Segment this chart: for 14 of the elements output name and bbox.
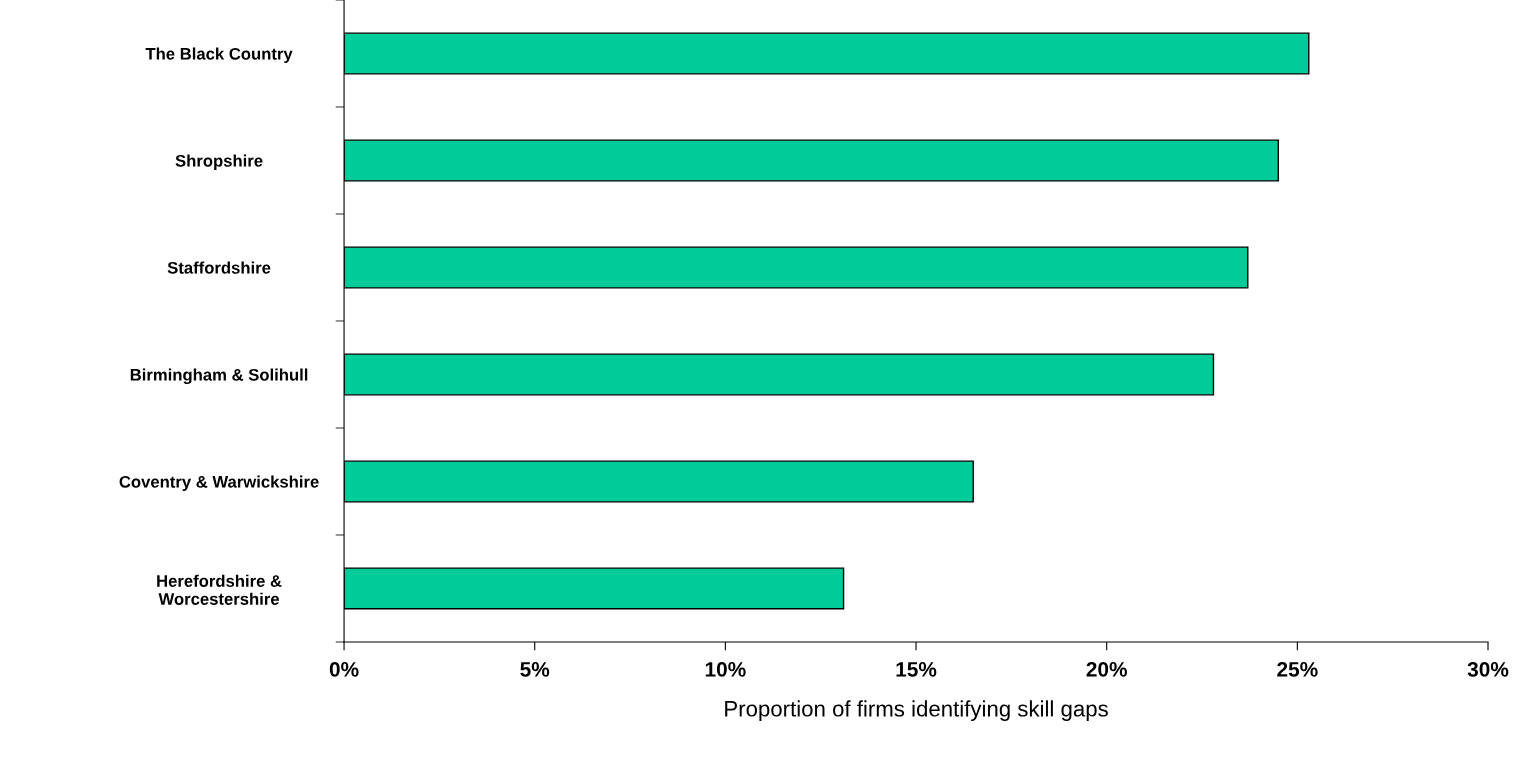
y-tick-label: Herefordshire & Worcestershire (157, 574, 282, 605)
x-tick-label: 30% (1467, 661, 1509, 677)
y-tick-label: Shropshire (175, 154, 263, 170)
x-tick-label: 10% (705, 661, 746, 677)
x-tick-label: 15% (896, 662, 937, 677)
y-tick-label: Staffordshire (167, 261, 271, 274)
x-tick-label: 5% (520, 662, 550, 677)
x-tick-label: 0% (329, 661, 359, 677)
x-axis-title: Proportion of firms identifying skill gaps (725, 700, 1108, 722)
y-tick-label: The Black Country (145, 47, 293, 63)
x-tick-label: 25% (1277, 661, 1318, 677)
x-tick-label: 20% (1086, 661, 1127, 677)
y-tick-label: Coventry & Warwickshire (119, 475, 319, 491)
y-tick-label: Birmingham & Solihull (130, 368, 308, 385)
